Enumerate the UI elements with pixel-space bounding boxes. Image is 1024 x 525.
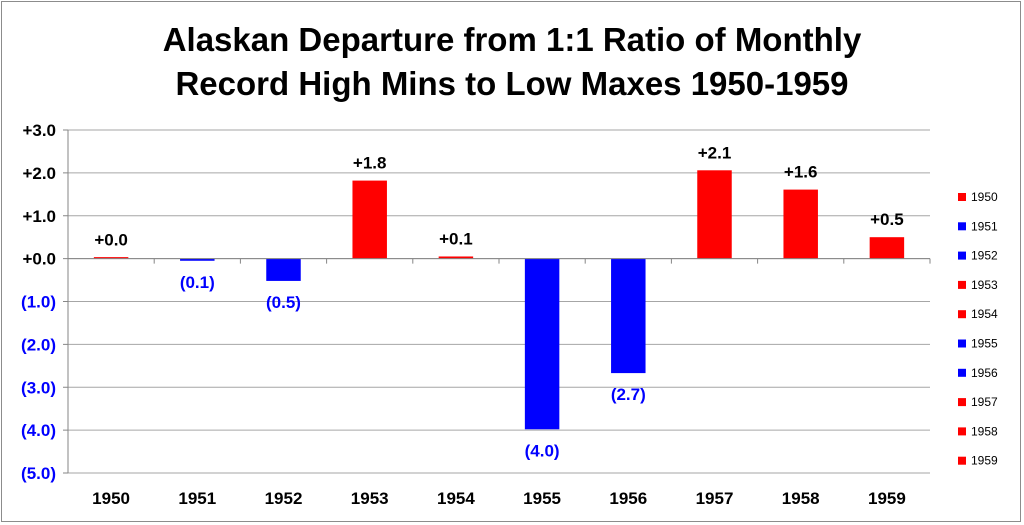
bars bbox=[93, 170, 905, 430]
chart-title-line-1: Alaskan Departure from 1:1 Ratio of Mont… bbox=[162, 21, 862, 58]
legend: 1950 1951 1952 1953 1954 1955 1956 1957 1958 1959 bbox=[958, 190, 998, 468]
axes bbox=[67, 130, 931, 473]
x-tick-label: 1952 bbox=[265, 489, 303, 508]
legend-swatch-1951 bbox=[958, 222, 966, 231]
x-tick-label: 1955 bbox=[523, 489, 561, 508]
data-label-1952: (0.5) bbox=[266, 293, 301, 312]
legend-swatch-1953 bbox=[958, 280, 966, 289]
legend-swatch-1955 bbox=[958, 339, 966, 348]
bar-1950 bbox=[93, 257, 129, 259]
legend-swatch-1954 bbox=[958, 310, 966, 319]
bar-1956 bbox=[611, 258, 646, 374]
legend-label-1951: 1951 bbox=[971, 219, 998, 233]
bar-1955 bbox=[524, 258, 560, 430]
x-tick-label: 1959 bbox=[868, 489, 906, 508]
x-tick-label: 1950 bbox=[92, 489, 130, 508]
legend-label-1954: 1954 bbox=[971, 307, 998, 321]
bar-1954 bbox=[438, 256, 474, 259]
bar-1952 bbox=[266, 258, 301, 281]
legend-swatch-1956 bbox=[958, 368, 966, 377]
legend-swatch-1952 bbox=[958, 251, 966, 260]
x-axis-ticks: 1950 1951 1952 1953 1954 1955 1956 1957 1958 1959 bbox=[92, 489, 906, 508]
legend-label-1955: 1955 bbox=[971, 337, 998, 351]
data-label-1950: +0.0 bbox=[94, 230, 128, 249]
data-label-1953: +1.8 bbox=[353, 154, 387, 173]
x-tick-label: 1957 bbox=[696, 489, 734, 508]
chart-title: Alaskan Departure from 1:1 Ratio of Mont… bbox=[0, 18, 1024, 106]
data-label-1957: +2.1 bbox=[698, 143, 732, 162]
y-tick-label: +0.0 bbox=[22, 250, 56, 269]
data-label-1955: (4.0) bbox=[525, 441, 560, 460]
chart-title-line-2: Record High Mins to Low Maxes 1950-1959 bbox=[175, 65, 849, 102]
data-label-1951: (0.1) bbox=[180, 273, 215, 292]
bar-1951 bbox=[180, 258, 215, 261]
legend-swatch-1958 bbox=[958, 427, 966, 436]
x-tick-label: 1954 bbox=[437, 489, 475, 508]
data-label-1958: +1.6 bbox=[784, 163, 818, 182]
x-tick-label: 1951 bbox=[178, 489, 216, 508]
legend-label-1959: 1959 bbox=[971, 454, 998, 468]
y-tick-label: (1.0) bbox=[21, 293, 56, 312]
legend-label-1957: 1957 bbox=[971, 395, 998, 409]
data-label-1956: (2.7) bbox=[611, 385, 646, 404]
legend-swatch-1959 bbox=[958, 456, 966, 465]
y-tick-label: +2.0 bbox=[22, 164, 56, 183]
legend-swatch-1957 bbox=[958, 398, 966, 407]
legend-label-1956: 1956 bbox=[971, 366, 998, 380]
legend-label-1958: 1958 bbox=[971, 424, 998, 438]
x-tick-label: 1958 bbox=[782, 489, 820, 508]
y-tick-label: +1.0 bbox=[22, 207, 56, 226]
legend-swatch-1950 bbox=[958, 193, 966, 201]
bar-1958 bbox=[783, 189, 818, 259]
legend-label-1952: 1952 bbox=[971, 249, 998, 263]
x-tick-label: 1956 bbox=[609, 489, 647, 508]
legend-label-1953: 1953 bbox=[971, 278, 998, 292]
bar-1957 bbox=[697, 170, 732, 259]
y-axis-ticks: +3.0 +2.0 +1.0 +0.0 (1.0) (2.0) (3.0) (4.0) (5.0… bbox=[21, 121, 56, 483]
y-tick-label: (3.0) bbox=[21, 378, 56, 397]
data-label-1959: +0.5 bbox=[870, 210, 904, 229]
bar-1953 bbox=[352, 180, 387, 259]
y-tick-label: +3.0 bbox=[22, 121, 56, 140]
y-tick-label: (2.0) bbox=[21, 335, 56, 354]
y-tick-label: (4.0) bbox=[21, 421, 56, 440]
bar-1959 bbox=[869, 237, 905, 259]
y-tick-label: (5.0) bbox=[21, 464, 56, 483]
x-tick-label: 1953 bbox=[351, 489, 389, 508]
legend-label-1950: 1950 bbox=[971, 190, 998, 204]
data-label-1954: +0.1 bbox=[439, 229, 473, 248]
data-labels: +0.0 (0.1) (0.5) +1.8 +0.1 (4.0) (2.7) +2.1 +1.6… bbox=[94, 143, 903, 460]
